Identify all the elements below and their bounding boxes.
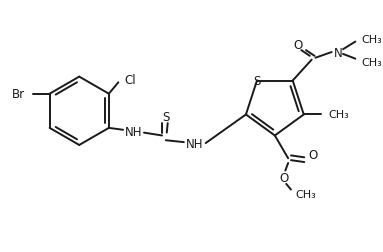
Text: N: N	[334, 46, 343, 59]
Text: S: S	[253, 75, 261, 88]
Text: CH₃: CH₃	[296, 190, 316, 200]
Text: O: O	[308, 148, 318, 161]
Text: Br: Br	[12, 88, 25, 101]
Text: NH: NH	[125, 126, 142, 139]
Text: S: S	[162, 111, 170, 123]
Text: CH₃: CH₃	[329, 110, 349, 120]
Text: O: O	[294, 39, 303, 52]
Text: Cl: Cl	[124, 74, 136, 87]
Text: NH: NH	[185, 137, 203, 150]
Text: CH₃: CH₃	[361, 35, 382, 45]
Text: CH₃: CH₃	[361, 57, 382, 67]
Text: O: O	[280, 171, 289, 184]
